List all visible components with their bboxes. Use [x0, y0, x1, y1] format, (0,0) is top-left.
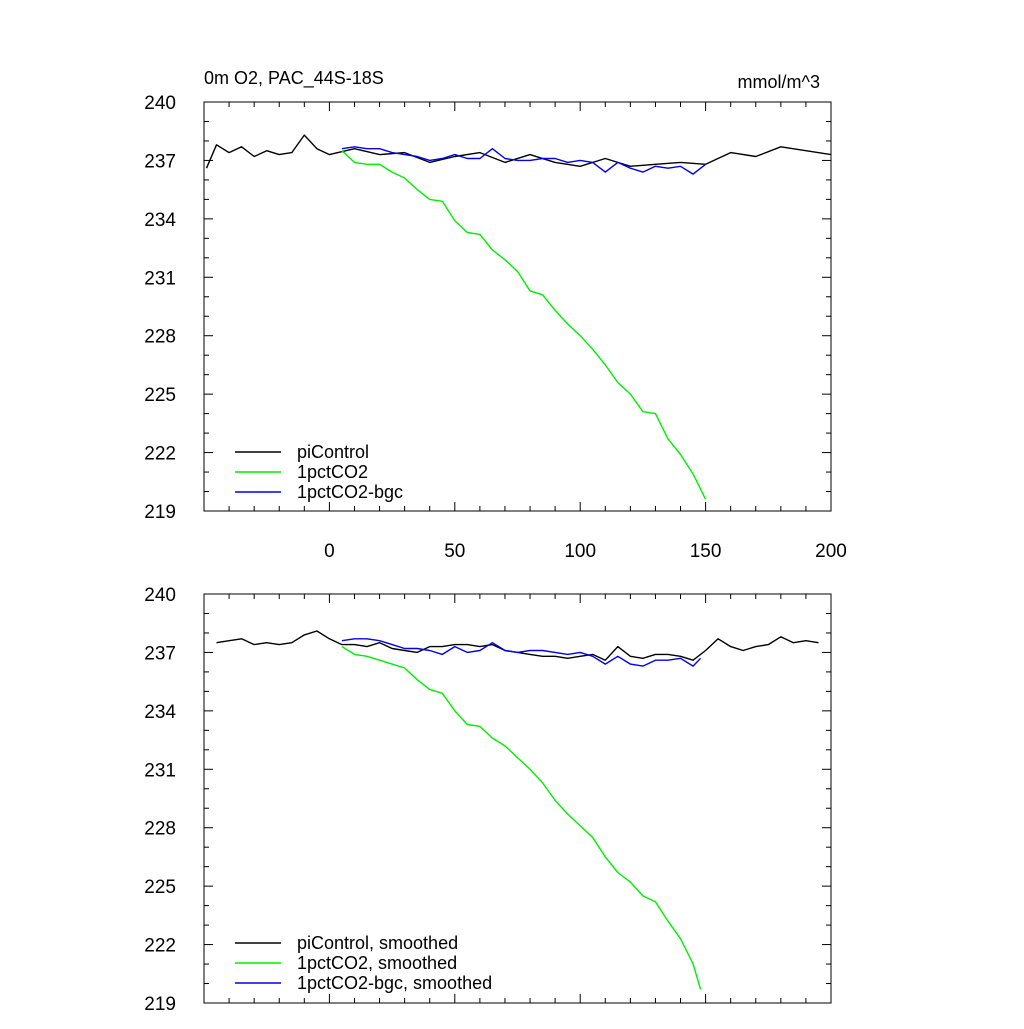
series-line-1pctco2-bgc-smoothed	[341, 638, 702, 667]
legend-label: 1pctCO2, smoothed	[297, 953, 457, 973]
legend-label: 1pctCO2-bgc, smoothed	[297, 973, 492, 993]
series-line-picontrol-smoothed	[216, 630, 819, 661]
bottom-y-tick-label: 240	[144, 585, 176, 606]
legend-label: piControl, smoothed	[297, 933, 458, 953]
top-x-axis: 0 50 100 150 200	[228, 102, 847, 562]
series-line-picontrol	[205, 134, 831, 169]
bottom-x-axis	[228, 594, 832, 1003]
series-line-1pctco2-bgc	[341, 146, 707, 175]
top-y-tick-label: 222	[144, 444, 176, 465]
legend-label: 1pctCO2	[297, 462, 368, 482]
top-y-axis: 219 222 225 228 231 234 237 240	[144, 93, 831, 523]
top-y-tick-label: 231	[144, 268, 176, 289]
top-y-tick-label: 234	[144, 210, 176, 231]
top-x-tick-label: 100	[564, 541, 596, 562]
top-x-tick-label: 150	[690, 541, 722, 562]
series-line-1pctco2	[341, 150, 707, 500]
bottom-y-tick-label: 231	[144, 760, 176, 781]
bottom-y-axis: 219 222 225 228 231 234 237 240	[144, 585, 831, 1015]
top-panel: 0m O2, PAC_44S-18S mmol/m^3 219 222 225 228…	[144, 68, 847, 562]
bottom-y-tick-label: 228	[144, 819, 176, 840]
bottom-y-tick-label: 222	[144, 936, 176, 957]
top-y-tick-label: 237	[144, 151, 176, 172]
top-x-tick-label: 50	[444, 541, 465, 562]
top-y-tick-label: 225	[144, 385, 176, 406]
bottom-series-group	[216, 630, 819, 990]
bottom-y-tick-label: 219	[144, 994, 176, 1015]
bottom-y-tick-label: 225	[144, 877, 176, 898]
chart-units: mmol/m^3	[738, 72, 820, 92]
top-y-tick-label: 228	[144, 327, 176, 348]
series-line-1pctco2-smoothed	[341, 646, 702, 990]
bottom-panel: 219 222 225 228 231 234 237 240 piControl, smoo…	[144, 585, 832, 1015]
top-y-tick-label: 219	[144, 502, 176, 523]
bottom-y-tick-label: 234	[144, 702, 176, 723]
plot-frame-bottom	[203, 593, 832, 1004]
top-y-tick-label: 240	[144, 93, 176, 114]
top-x-tick-label: 0	[324, 541, 335, 562]
top-series-group	[205, 134, 831, 500]
legend-label: 1pctCO2-bgc	[297, 482, 403, 502]
bottom-y-tick-label: 237	[144, 643, 176, 664]
chart-title: 0m O2, PAC_44S-18S	[204, 68, 384, 89]
legend-label: piControl	[297, 442, 369, 462]
top-x-tick-label: 200	[815, 541, 847, 562]
plot-frame-top	[203, 101, 832, 512]
